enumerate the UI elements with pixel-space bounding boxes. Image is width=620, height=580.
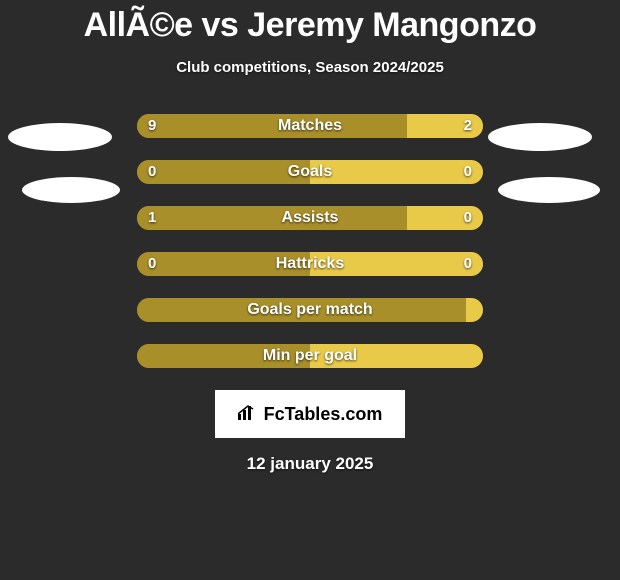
bar-track: [137, 160, 483, 184]
bar-track: [137, 252, 483, 276]
bar-track: [137, 344, 483, 368]
player-image-placeholder: [488, 123, 592, 151]
player-image-placeholder: [498, 177, 600, 203]
stat-row: Goals per match: [0, 298, 620, 322]
stat-row: Hattricks00: [0, 252, 620, 276]
comparison-infographic: AllÃ©e vs Jeremy Mangonzo Club competiti…: [0, 0, 620, 580]
stat-row: Assists10: [0, 206, 620, 230]
bar-left-fill: [137, 160, 310, 184]
player-image-placeholder: [22, 177, 120, 203]
player-image-placeholder: [8, 123, 112, 151]
subtitle: Club competitions, Season 2024/2025: [0, 59, 620, 76]
bar-left-fill: [137, 298, 466, 322]
stat-rows: Matches92Goals00Assists10Hattricks00Goal…: [0, 114, 620, 368]
fctables-logo: FcTables.com: [215, 390, 405, 438]
bar-left-fill: [137, 252, 310, 276]
bar-left-fill: [137, 114, 407, 138]
page-title: AllÃ©e vs Jeremy Mangonzo: [0, 0, 620, 45]
chart-icon: [238, 404, 258, 425]
bar-left-fill: [137, 344, 310, 368]
date: 12 january 2025: [0, 454, 620, 474]
stat-row: Min per goal: [0, 344, 620, 368]
bar-right-fill: [407, 114, 483, 138]
bar-right-fill: [310, 160, 483, 184]
bar-right-fill: [310, 344, 483, 368]
bar-right-fill: [310, 252, 483, 276]
bar-left-fill: [137, 206, 407, 230]
bar-track: [137, 114, 483, 138]
bar-right-fill: [407, 206, 483, 230]
bar-right-fill: [466, 298, 483, 322]
logo-text: FcTables.com: [264, 404, 383, 425]
bar-track: [137, 298, 483, 322]
bar-track: [137, 206, 483, 230]
